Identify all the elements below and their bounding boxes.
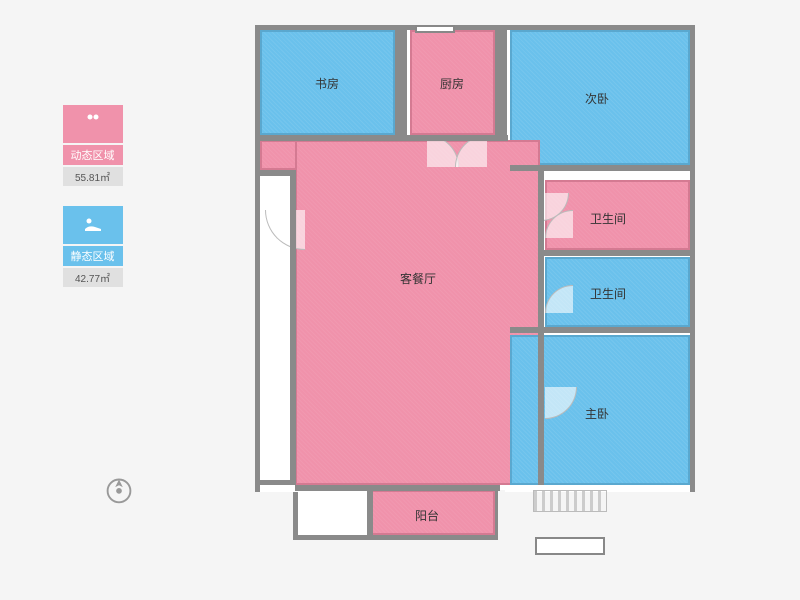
room-study — [260, 30, 395, 135]
inner-wall — [290, 170, 296, 485]
room-living — [295, 140, 540, 485]
inner-wall — [538, 165, 544, 485]
legend-dynamic: 动态区域 55.81㎡ — [55, 105, 130, 186]
legend-dynamic-label: 动态区域 — [63, 145, 123, 165]
inner-wall — [260, 135, 508, 141]
legend-static-label: 静态区域 — [63, 246, 123, 266]
room-living-ext — [260, 140, 300, 170]
legend-panel: 动态区域 55.81㎡ 静态区域 42.77㎡ — [55, 105, 130, 307]
balcony-rail — [533, 490, 607, 512]
room-balcony — [370, 490, 495, 535]
people-icon — [63, 105, 123, 143]
legend-dynamic-value: 55.81㎡ — [63, 167, 123, 186]
room-bedroom1 — [510, 335, 690, 485]
window-0 — [415, 25, 455, 33]
inner-wall — [295, 485, 500, 491]
room-kitchen — [410, 30, 495, 135]
window-1 — [535, 537, 605, 555]
inner-wall — [495, 30, 507, 138]
legend-static: 静态区域 42.77㎡ — [55, 206, 130, 287]
compass-icon — [100, 470, 138, 513]
inner-wall — [510, 165, 690, 171]
inner-wall — [367, 487, 373, 537]
floorplan: 书房厨房次卧卫生间卫生间客餐厅主卧阳台 — [255, 25, 695, 555]
inner-wall — [510, 327, 692, 333]
rest-icon — [63, 206, 123, 244]
inner-wall — [543, 250, 693, 256]
legend-static-value: 42.77㎡ — [63, 268, 123, 287]
inner-wall — [395, 30, 407, 138]
